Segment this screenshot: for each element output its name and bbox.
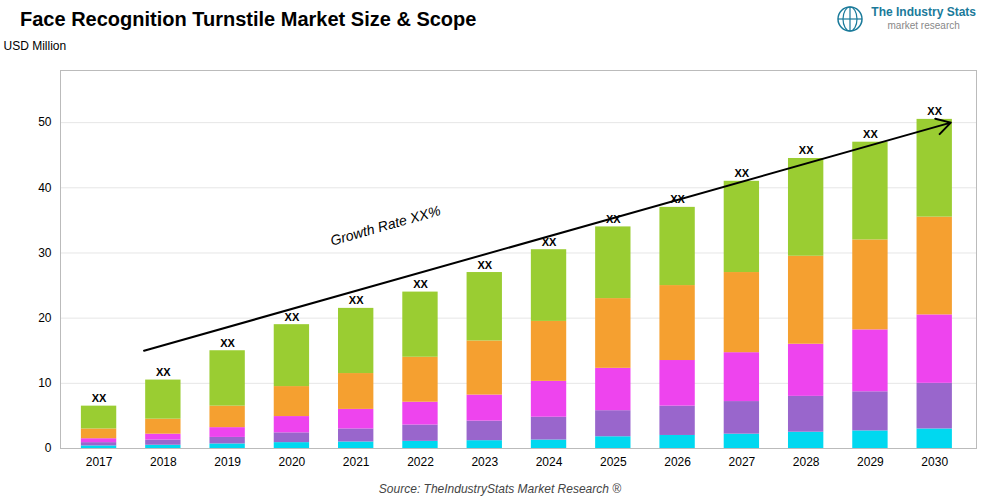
svg-text:XX: XX — [156, 366, 171, 378]
svg-text:2024: 2024 — [536, 455, 563, 469]
svg-text:20: 20 — [38, 311, 52, 325]
svg-text:XX: XX — [927, 105, 942, 117]
html-text:Face Recognition Turnstile Mar: Face Recognition Turnstile Market Size &… — [20, 7, 477, 30]
svg-text:XX: XX — [799, 144, 814, 156]
svg-text:2023: 2023 — [471, 455, 498, 469]
svg-text:2028: 2028 — [793, 455, 820, 469]
svg-text:0: 0 — [45, 441, 52, 455]
svg-text:XX: XX — [541, 235, 557, 248]
svg-text:2019: 2019 — [214, 455, 241, 469]
svg-text:2020: 2020 — [279, 455, 306, 469]
html-text:Source: TheIndustryStats Marke: Source: TheIndustryStats Market Research… — [378, 482, 622, 496]
svg-text:40: 40 — [38, 181, 52, 195]
svg-text:50: 50 — [38, 115, 52, 129]
svg-text:XX: XX — [670, 193, 685, 206]
svg-text:2022: 2022 — [407, 455, 434, 469]
svg-text:USD Million: USD Million — [4, 39, 67, 53]
html-text:market research: market research — [887, 20, 960, 32]
svg-text:2027: 2027 — [729, 455, 756, 469]
svg-text:XX: XX — [349, 294, 364, 306]
html-text:The Industry Stats: The Industry Stats — [871, 5, 976, 20]
svg-text:2029: 2029 — [857, 455, 884, 469]
svg-text:10: 10 — [38, 376, 52, 390]
svg-text:XX: XX — [477, 259, 492, 271]
svg-text:2021: 2021 — [343, 455, 370, 469]
svg-text:XX: XX — [863, 128, 878, 140]
svg-text:XX: XX — [285, 311, 300, 323]
svg-text:2026: 2026 — [664, 455, 691, 469]
svg-text:2030: 2030 — [921, 455, 948, 469]
svg-text:2018: 2018 — [150, 455, 177, 469]
svg-text:XX: XX — [606, 212, 621, 225]
svg-text:XX: XX — [92, 392, 107, 404]
svg-text:Growth Rate XX%: Growth Rate XX% — [329, 202, 443, 248]
svg-text:30: 30 — [38, 246, 52, 260]
svg-text:XX: XX — [735, 167, 750, 179]
svg-text:2017: 2017 — [86, 455, 113, 469]
svg-text:XX: XX — [413, 278, 428, 290]
svg-text:XX: XX — [220, 337, 235, 349]
svg-text:2025: 2025 — [600, 455, 627, 469]
